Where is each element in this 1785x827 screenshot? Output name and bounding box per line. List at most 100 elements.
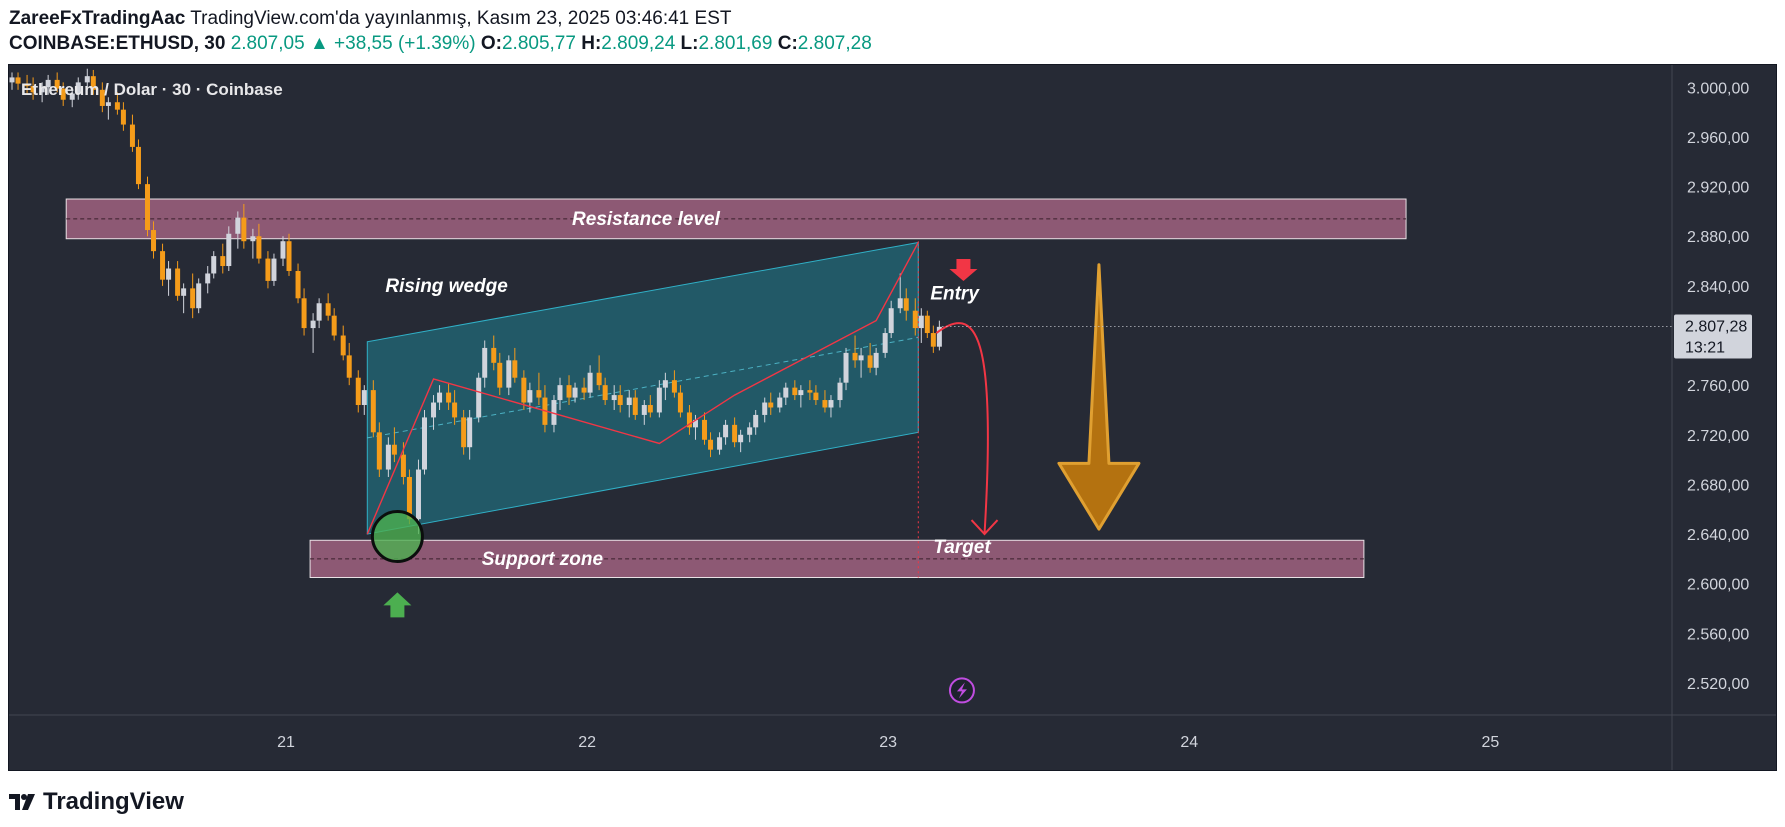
y-tick-label: 2.640,00 [1687, 527, 1749, 544]
candle [9, 72, 15, 90]
candle [476, 372, 482, 423]
low-label: L: [680, 33, 699, 54]
candle [15, 72, 21, 90]
candle [882, 328, 888, 358]
candle-body [151, 230, 157, 252]
candle [75, 77, 81, 100]
candle-body [903, 298, 909, 311]
candle [325, 293, 331, 321]
candle [90, 69, 96, 95]
candle-body [331, 315, 337, 336]
candle [160, 243, 166, 286]
candle [837, 377, 843, 408]
candle [912, 298, 918, 336]
price-change: +38,55 (+1.39%) [334, 33, 476, 54]
candle-body [686, 412, 692, 428]
candle [181, 283, 187, 314]
up-triangle-icon: ▲ [309, 33, 329, 54]
candle-body [467, 417, 473, 448]
y-tick-label: 3.000,00 [1687, 80, 1749, 97]
candle-body [160, 251, 166, 280]
candle-body [15, 77, 21, 84]
candle [310, 313, 316, 353]
candle [461, 409, 467, 455]
y-tick-label: 2.600,00 [1687, 577, 1749, 594]
candle-body [75, 82, 81, 94]
candle-body [9, 77, 15, 83]
candle [641, 400, 647, 425]
candle-body [813, 392, 819, 401]
resistance-zone-label: Resistance level [572, 209, 721, 230]
candle-body [852, 352, 858, 361]
candle [888, 300, 894, 339]
chart-title: Ethereum / Dolar · 30 · Coinbase [21, 80, 283, 99]
candle [512, 347, 518, 383]
candle [671, 370, 677, 398]
candle [467, 409, 473, 460]
candle [873, 347, 879, 376]
symbol-name[interactable]: COINBASE:ETHUSD, 30 [9, 33, 226, 54]
candle [702, 412, 708, 445]
candle-body [45, 79, 51, 88]
candle-body [888, 308, 894, 334]
chart-canvas[interactable]: Resistance level Support zone Rising wedg… [9, 65, 1776, 770]
candle [858, 347, 864, 378]
candle-body [250, 236, 256, 242]
candle [340, 325, 346, 361]
candle [280, 236, 286, 267]
candle [446, 382, 452, 410]
candle [903, 288, 909, 321]
x-tick-label: 21 [277, 734, 295, 751]
candle [45, 74, 51, 95]
candle-body [476, 377, 482, 418]
candle [235, 211, 241, 249]
candle-body [747, 427, 753, 435]
candle [506, 355, 512, 396]
candle [828, 395, 834, 418]
last-price: 2.807,05 [230, 33, 305, 54]
candle-body [536, 390, 542, 398]
candle [114, 92, 120, 115]
candle [918, 308, 924, 343]
projection-arrowhead [970, 519, 999, 536]
candle-body [286, 241, 292, 271]
candle [798, 385, 804, 408]
bullish-up-arrow-icon [383, 592, 412, 618]
resistance-zone[interactable] [65, 198, 1407, 240]
candle [762, 397, 768, 423]
candle-body [422, 417, 427, 470]
candle-body [738, 434, 744, 443]
candle [662, 372, 668, 401]
candle [777, 392, 783, 413]
candle [69, 87, 75, 108]
candle [527, 382, 533, 413]
author-name[interactable]: ZareeFxTradingAac [9, 8, 186, 29]
candle-body [732, 424, 738, 443]
entry-label: Entry [930, 284, 980, 305]
candle-body [120, 109, 126, 125]
support-zone-label: Support zone [482, 549, 604, 570]
y-tick-label: 2.680,00 [1687, 477, 1749, 494]
candle [120, 102, 126, 131]
candle [581, 377, 587, 401]
close-label: C: [777, 33, 798, 54]
candle-body [446, 392, 452, 403]
current-price-badge [1674, 314, 1752, 359]
candle-body [355, 377, 361, 406]
candle [135, 139, 141, 190]
candle-body [708, 439, 714, 450]
current-price-label: 2.807,28 [1685, 318, 1747, 335]
candle [452, 390, 458, 425]
candle-body [114, 102, 120, 110]
candle-body [777, 397, 783, 408]
candle-body [175, 268, 181, 296]
candle-body [936, 326, 942, 347]
x-tick-label: 25 [1481, 734, 1499, 751]
candle [271, 253, 277, 286]
candle [129, 114, 135, 152]
candle-body [798, 390, 804, 396]
candle-body [99, 89, 105, 106]
candle-body [858, 355, 864, 361]
candle-body [882, 333, 888, 353]
tradingview-logo-icon [9, 794, 35, 810]
